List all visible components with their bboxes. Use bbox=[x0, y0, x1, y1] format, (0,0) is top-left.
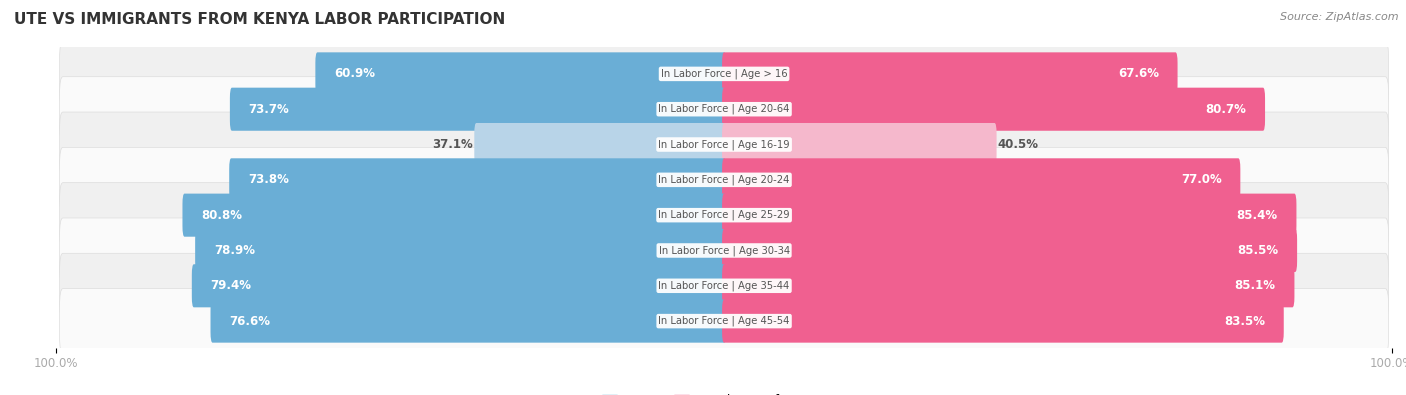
Text: 67.6%: 67.6% bbox=[1118, 68, 1159, 81]
FancyBboxPatch shape bbox=[59, 218, 1389, 283]
Text: 85.4%: 85.4% bbox=[1237, 209, 1278, 222]
FancyBboxPatch shape bbox=[723, 123, 997, 166]
FancyBboxPatch shape bbox=[231, 88, 725, 131]
Text: 83.5%: 83.5% bbox=[1225, 314, 1265, 327]
FancyBboxPatch shape bbox=[59, 253, 1389, 318]
Text: 80.7%: 80.7% bbox=[1205, 103, 1246, 116]
Text: 77.0%: 77.0% bbox=[1181, 173, 1222, 186]
Text: In Labor Force | Age 35-44: In Labor Force | Age 35-44 bbox=[658, 280, 790, 291]
FancyBboxPatch shape bbox=[211, 299, 725, 342]
Text: In Labor Force | Age 30-34: In Labor Force | Age 30-34 bbox=[658, 245, 790, 256]
FancyBboxPatch shape bbox=[723, 158, 1240, 201]
Text: 73.7%: 73.7% bbox=[249, 103, 290, 116]
Text: 79.4%: 79.4% bbox=[211, 279, 252, 292]
Text: 85.5%: 85.5% bbox=[1237, 244, 1278, 257]
Text: 73.8%: 73.8% bbox=[247, 173, 288, 186]
Text: In Labor Force | Age 20-64: In Labor Force | Age 20-64 bbox=[658, 104, 790, 115]
FancyBboxPatch shape bbox=[723, 194, 1296, 237]
FancyBboxPatch shape bbox=[723, 299, 1284, 342]
Text: 85.1%: 85.1% bbox=[1234, 279, 1275, 292]
Text: 37.1%: 37.1% bbox=[432, 138, 472, 151]
FancyBboxPatch shape bbox=[723, 264, 1295, 307]
Text: Source: ZipAtlas.com: Source: ZipAtlas.com bbox=[1281, 12, 1399, 22]
FancyBboxPatch shape bbox=[59, 112, 1389, 177]
FancyBboxPatch shape bbox=[59, 147, 1389, 213]
FancyBboxPatch shape bbox=[59, 182, 1389, 248]
Text: In Labor Force | Age > 16: In Labor Force | Age > 16 bbox=[661, 69, 787, 79]
FancyBboxPatch shape bbox=[315, 53, 725, 96]
Text: UTE VS IMMIGRANTS FROM KENYA LABOR PARTICIPATION: UTE VS IMMIGRANTS FROM KENYA LABOR PARTI… bbox=[14, 12, 505, 27]
FancyBboxPatch shape bbox=[195, 229, 725, 272]
FancyBboxPatch shape bbox=[723, 229, 1298, 272]
Text: In Labor Force | Age 20-24: In Labor Force | Age 20-24 bbox=[658, 175, 790, 185]
FancyBboxPatch shape bbox=[59, 77, 1389, 142]
Text: In Labor Force | Age 45-54: In Labor Force | Age 45-54 bbox=[658, 316, 790, 326]
FancyBboxPatch shape bbox=[183, 194, 725, 237]
Text: 76.6%: 76.6% bbox=[229, 314, 270, 327]
Text: In Labor Force | Age 16-19: In Labor Force | Age 16-19 bbox=[658, 139, 790, 150]
Text: 78.9%: 78.9% bbox=[214, 244, 254, 257]
Text: 40.5%: 40.5% bbox=[998, 138, 1039, 151]
Text: 60.9%: 60.9% bbox=[335, 68, 375, 81]
Legend: Ute, Immigrants from Kenya: Ute, Immigrants from Kenya bbox=[602, 394, 846, 395]
Text: 80.8%: 80.8% bbox=[201, 209, 242, 222]
FancyBboxPatch shape bbox=[59, 41, 1389, 106]
Text: In Labor Force | Age 25-29: In Labor Force | Age 25-29 bbox=[658, 210, 790, 220]
FancyBboxPatch shape bbox=[59, 289, 1389, 354]
FancyBboxPatch shape bbox=[229, 158, 725, 201]
FancyBboxPatch shape bbox=[723, 88, 1265, 131]
FancyBboxPatch shape bbox=[723, 53, 1178, 96]
FancyBboxPatch shape bbox=[474, 123, 725, 166]
FancyBboxPatch shape bbox=[191, 264, 725, 307]
